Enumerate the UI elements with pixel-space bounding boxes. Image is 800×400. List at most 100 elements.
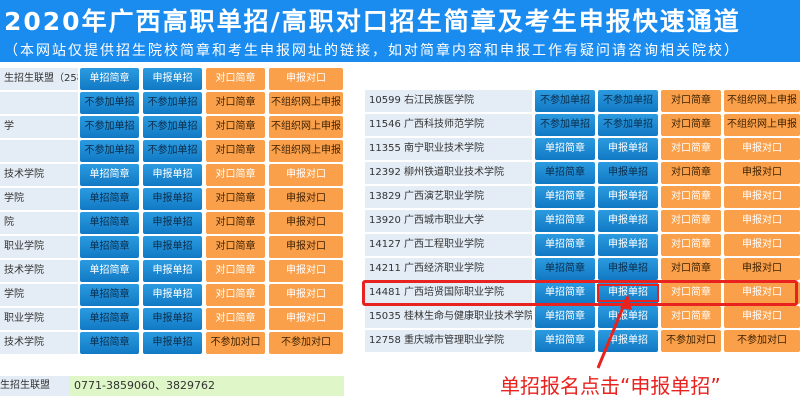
brochure-button[interactable]: 单招简章 bbox=[535, 330, 595, 352]
vocational-apply-button[interactable]: 申报对口 bbox=[269, 236, 343, 258]
vocational-brochure-button[interactable]: 对口简章 bbox=[661, 114, 721, 136]
vocational-brochure-button[interactable]: 对口简章 bbox=[661, 258, 721, 280]
school-name: 生招生联盟（25校） bbox=[0, 68, 78, 90]
brochure-button[interactable]: 单招简章 bbox=[80, 332, 139, 354]
vocational-apply-button[interactable]: 不组织网上申报 bbox=[724, 114, 800, 136]
vocational-apply-button[interactable]: 申报对口 bbox=[269, 260, 343, 282]
vocational-apply-button[interactable]: 不参加对口 bbox=[269, 332, 343, 354]
vocational-brochure-button[interactable]: 对口简章 bbox=[206, 92, 265, 114]
school-name: 14211 广西经济职业学院 bbox=[365, 258, 532, 280]
brochure-button[interactable]: 单招简章 bbox=[535, 138, 595, 160]
apply-button[interactable]: 申报单招 bbox=[143, 236, 202, 258]
vocational-brochure-button[interactable]: 对口简章 bbox=[661, 90, 721, 112]
vocational-brochure-button[interactable]: 对口简章 bbox=[661, 186, 721, 208]
school-name: 院 bbox=[0, 212, 78, 234]
brochure-button[interactable]: 不参加单招 bbox=[80, 92, 139, 114]
vocational-brochure-button[interactable]: 对口简章 bbox=[206, 68, 265, 90]
school-name: 职业学院 bbox=[0, 308, 78, 330]
brochure-button[interactable]: 单招简章 bbox=[80, 284, 139, 306]
brochure-button[interactable]: 单招简章 bbox=[80, 260, 139, 282]
vocational-brochure-button[interactable]: 对口简章 bbox=[206, 284, 265, 306]
brochure-button[interactable]: 单招简章 bbox=[535, 282, 595, 304]
apply-button[interactable]: 申报单招 bbox=[598, 186, 658, 208]
vocational-brochure-button[interactable]: 对口简章 bbox=[206, 188, 265, 210]
vocational-brochure-button[interactable]: 对口简章 bbox=[206, 212, 265, 234]
brochure-button[interactable]: 不参加单招 bbox=[80, 116, 139, 138]
brochure-button[interactable]: 不参加单招 bbox=[535, 114, 595, 136]
vocational-apply-button[interactable]: 不组织网上申报 bbox=[269, 92, 343, 114]
vocational-apply-button[interactable]: 不组织网上申报 bbox=[269, 116, 343, 138]
vocational-apply-button[interactable]: 申报对口 bbox=[269, 68, 343, 90]
apply-button[interactable]: 不参加单招 bbox=[598, 114, 658, 136]
vocational-brochure-button[interactable]: 对口简章 bbox=[661, 210, 721, 232]
apply-button[interactable]: 申报单招 bbox=[598, 138, 658, 160]
apply-button[interactable]: 申报单招 bbox=[598, 234, 658, 256]
apply-button[interactable]: 申报单招 bbox=[143, 332, 202, 354]
brochure-button[interactable]: 单招简章 bbox=[535, 162, 595, 184]
vocational-brochure-button[interactable]: 对口简章 bbox=[206, 116, 265, 138]
brochure-button[interactable]: 单招简章 bbox=[80, 188, 139, 210]
apply-button[interactable]: 申报单招 bbox=[598, 306, 658, 328]
vocational-brochure-button[interactable]: 对口简章 bbox=[206, 260, 265, 282]
vocational-brochure-button[interactable]: 对口简章 bbox=[206, 140, 265, 162]
apply-button[interactable]: 申报单招 bbox=[143, 164, 202, 186]
apply-button[interactable]: 申报单招 bbox=[598, 282, 658, 304]
vocational-apply-button[interactable]: 申报对口 bbox=[724, 306, 800, 328]
brochure-button[interactable]: 单招简章 bbox=[535, 258, 595, 280]
brochure-button[interactable]: 不参加单招 bbox=[535, 90, 595, 112]
vocational-brochure-button[interactable]: 对口简章 bbox=[661, 306, 721, 328]
apply-button[interactable]: 不参加单招 bbox=[598, 90, 658, 112]
vocational-brochure-button[interactable]: 对口简章 bbox=[661, 282, 721, 304]
apply-button[interactable]: 申报单招 bbox=[143, 260, 202, 282]
school-name: 14481 广西培贤国际职业学院 bbox=[365, 282, 532, 304]
vocational-apply-button[interactable]: 申报对口 bbox=[269, 188, 343, 210]
vocational-brochure-button[interactable]: 对口简章 bbox=[206, 164, 265, 186]
vocational-apply-button[interactable]: 不参加对口 bbox=[724, 330, 800, 352]
vocational-brochure-button[interactable]: 对口简章 bbox=[661, 234, 721, 256]
vocational-apply-button[interactable]: 申报对口 bbox=[724, 282, 800, 304]
vocational-brochure-button[interactable]: 对口简章 bbox=[206, 236, 265, 258]
brochure-button[interactable]: 单招简章 bbox=[80, 68, 139, 90]
vocational-apply-button[interactable]: 申报对口 bbox=[269, 284, 343, 306]
brochure-button[interactable]: 单招简章 bbox=[535, 306, 595, 328]
brochure-button[interactable]: 单招简章 bbox=[535, 186, 595, 208]
vocational-apply-button[interactable]: 申报对口 bbox=[724, 234, 800, 256]
apply-button[interactable]: 申报单招 bbox=[143, 188, 202, 210]
apply-button[interactable]: 申报单招 bbox=[598, 258, 658, 280]
school-name: 学院 bbox=[0, 188, 78, 210]
apply-button[interactable]: 申报单招 bbox=[143, 284, 202, 306]
vocational-brochure-button[interactable]: 对口简章 bbox=[661, 162, 721, 184]
vocational-apply-button[interactable]: 申报对口 bbox=[724, 138, 800, 160]
vocational-brochure-button[interactable]: 不参加对口 bbox=[661, 330, 721, 352]
brochure-button[interactable]: 单招简章 bbox=[535, 210, 595, 232]
apply-button[interactable]: 不参加单招 bbox=[143, 116, 202, 138]
brochure-button[interactable]: 单招简章 bbox=[80, 164, 139, 186]
brochure-button[interactable]: 单招简章 bbox=[80, 308, 139, 330]
vocational-apply-button[interactable]: 申报对口 bbox=[269, 164, 343, 186]
apply-button[interactable]: 不参加单招 bbox=[143, 92, 202, 114]
school-name: 学院 bbox=[0, 284, 78, 306]
vocational-apply-button[interactable]: 申报对口 bbox=[724, 186, 800, 208]
vocational-apply-button[interactable]: 申报对口 bbox=[269, 308, 343, 330]
apply-button[interactable]: 申报单招 bbox=[143, 68, 202, 90]
apply-button[interactable]: 申报单招 bbox=[143, 212, 202, 234]
vocational-apply-button[interactable]: 申报对口 bbox=[269, 212, 343, 234]
brochure-button[interactable]: 不参加单招 bbox=[80, 140, 139, 162]
apply-button[interactable]: 申报单招 bbox=[143, 308, 202, 330]
apply-button[interactable]: 申报单招 bbox=[598, 162, 658, 184]
vocational-brochure-button[interactable]: 对口简章 bbox=[206, 308, 265, 330]
brochure-button[interactable]: 单招简章 bbox=[535, 234, 595, 256]
vocational-apply-button[interactable]: 申报对口 bbox=[724, 210, 800, 232]
vocational-apply-button[interactable]: 不组织网上申报 bbox=[269, 140, 343, 162]
brochure-button[interactable]: 单招简章 bbox=[80, 212, 139, 234]
apply-button[interactable]: 不参加单招 bbox=[143, 140, 202, 162]
vocational-apply-button[interactable]: 申报对口 bbox=[724, 258, 800, 280]
page-title: 2020年广西高职单招/高职对口招生简章及考生申报快速通道 bbox=[4, 7, 741, 36]
vocational-apply-button[interactable]: 申报对口 bbox=[724, 162, 800, 184]
vocational-brochure-button[interactable]: 对口简章 bbox=[661, 138, 721, 160]
brochure-button[interactable]: 单招简章 bbox=[80, 236, 139, 258]
apply-button[interactable]: 申报单招 bbox=[598, 210, 658, 232]
vocational-brochure-button[interactable]: 不参加对口 bbox=[206, 332, 265, 354]
vocational-apply-button[interactable]: 不组织网上申报 bbox=[724, 90, 800, 112]
